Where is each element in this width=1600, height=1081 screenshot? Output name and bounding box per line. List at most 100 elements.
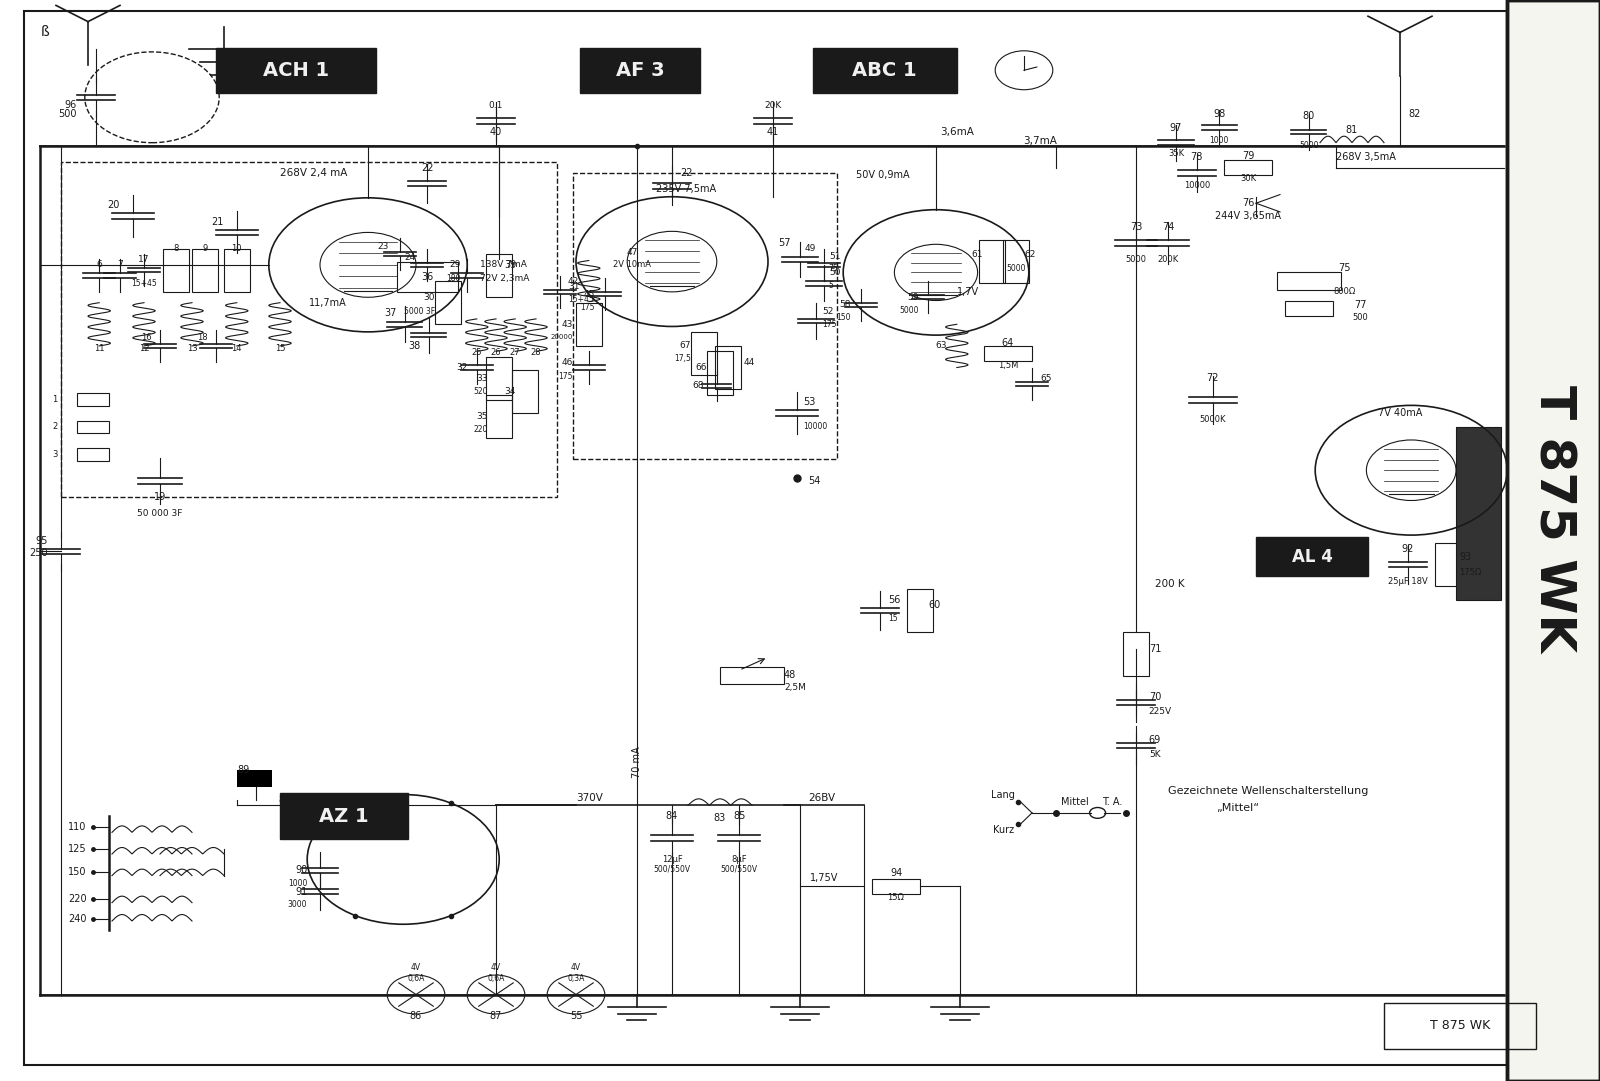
Text: 150: 150: [837, 313, 851, 322]
Text: 17: 17: [138, 255, 150, 264]
Text: 38: 38: [408, 341, 421, 351]
Text: 125: 125: [67, 843, 86, 854]
Text: 57: 57: [778, 238, 790, 249]
Text: 28: 28: [531, 348, 541, 357]
Text: 5000K: 5000K: [1200, 415, 1226, 424]
Text: 2V 10mA: 2V 10mA: [613, 261, 651, 269]
Text: 1,5M: 1,5M: [998, 361, 1018, 370]
Text: 50 000 3F: 50 000 3F: [138, 509, 182, 518]
Text: 36: 36: [421, 271, 434, 282]
Text: 7: 7: [117, 261, 123, 269]
Text: 85: 85: [733, 811, 746, 822]
Text: 41: 41: [766, 126, 779, 137]
Text: 93: 93: [1459, 551, 1472, 562]
Bar: [486, 254, 512, 297]
Text: 3: 3: [53, 450, 58, 458]
Text: ACH 1: ACH 1: [262, 61, 330, 80]
Text: ß: ß: [40, 26, 50, 39]
Text: 64: 64: [1002, 337, 1014, 348]
Text: 66: 66: [696, 363, 707, 372]
Text: 51: 51: [829, 252, 840, 261]
Text: 14: 14: [232, 344, 242, 352]
Bar: [1507, 0, 1600, 1081]
Text: 75: 75: [1338, 263, 1350, 273]
Text: 75: 75: [829, 264, 838, 272]
Text: 244V 3,65mA: 244V 3,65mA: [1214, 211, 1282, 222]
Text: 20K: 20K: [765, 102, 781, 110]
Text: 1,75V: 1,75V: [810, 872, 838, 883]
Text: 42: 42: [568, 277, 579, 285]
Text: 98: 98: [1213, 108, 1226, 119]
Bar: [979, 240, 1005, 283]
Text: 4V
0,6A: 4V 0,6A: [408, 963, 424, 983]
Bar: [1277, 272, 1341, 290]
Text: 24: 24: [405, 253, 416, 262]
Text: 800Ω: 800Ω: [1333, 288, 1355, 296]
Bar: [435, 281, 461, 324]
Text: 95: 95: [35, 535, 48, 546]
Bar: [576, 303, 602, 346]
Text: 30: 30: [424, 293, 435, 302]
Text: 90: 90: [294, 865, 307, 876]
Text: 1000: 1000: [288, 879, 307, 888]
Text: 50: 50: [829, 268, 840, 277]
Bar: [486, 357, 512, 400]
Text: 3,7mA: 3,7mA: [1022, 135, 1058, 146]
Text: 87: 87: [490, 1011, 502, 1022]
Text: T. A.: T. A.: [1102, 797, 1122, 808]
Text: 175Ω: 175Ω: [1459, 569, 1482, 577]
Text: 5000: 5000: [899, 306, 918, 315]
FancyBboxPatch shape: [1256, 537, 1368, 576]
Bar: [1507, 0, 1600, 1081]
Bar: [192, 249, 218, 292]
Bar: [163, 249, 189, 292]
Text: 0.1: 0.1: [490, 102, 502, 110]
Text: 3000: 3000: [288, 900, 307, 909]
Text: 86: 86: [410, 1011, 422, 1022]
Text: 9: 9: [202, 244, 208, 253]
Text: 61: 61: [971, 250, 982, 258]
Text: 12: 12: [139, 344, 149, 352]
Text: 3,6mA: 3,6mA: [939, 126, 974, 137]
Text: AL 4: AL 4: [1291, 548, 1333, 565]
Text: 8μF: 8μF: [731, 855, 747, 864]
Text: 200 K: 200 K: [1155, 578, 1186, 589]
Text: 21: 21: [211, 216, 224, 227]
Bar: [397, 262, 458, 292]
Text: 2,5M: 2,5M: [784, 683, 806, 692]
Text: 22: 22: [680, 168, 693, 178]
Text: 91: 91: [294, 886, 307, 897]
Text: 1000: 1000: [1210, 136, 1229, 145]
Text: 175: 175: [558, 372, 573, 381]
Text: 19: 19: [154, 492, 166, 503]
Bar: [77, 421, 109, 433]
Bar: [1285, 301, 1333, 316]
Text: 72: 72: [1206, 373, 1219, 384]
Text: 150: 150: [67, 867, 86, 878]
Text: 1: 1: [53, 396, 58, 404]
Text: 27: 27: [510, 348, 520, 357]
Text: 175: 175: [822, 320, 837, 329]
Text: 76: 76: [1242, 198, 1254, 209]
Bar: [237, 770, 272, 787]
Bar: [720, 667, 784, 684]
Text: 5000 3F: 5000 3F: [405, 307, 435, 316]
Text: 48: 48: [784, 669, 797, 680]
Text: 63: 63: [936, 342, 947, 350]
Text: Kurz: Kurz: [994, 825, 1014, 836]
Text: 500: 500: [1352, 313, 1368, 322]
Text: 5K: 5K: [1149, 750, 1160, 759]
Text: 18: 18: [197, 333, 208, 342]
Text: 80: 80: [1302, 110, 1315, 121]
Text: 60: 60: [928, 600, 941, 611]
Bar: [1456, 427, 1501, 600]
Text: 67: 67: [680, 342, 691, 350]
Text: 17,5: 17,5: [674, 355, 691, 363]
Bar: [512, 370, 538, 413]
Text: 47: 47: [626, 249, 638, 257]
Text: 94: 94: [890, 868, 902, 879]
Text: 70 mA: 70 mA: [632, 746, 642, 778]
Text: 1,7V: 1,7V: [957, 286, 979, 297]
Text: 175: 175: [581, 303, 595, 311]
Text: 70: 70: [1149, 692, 1162, 703]
